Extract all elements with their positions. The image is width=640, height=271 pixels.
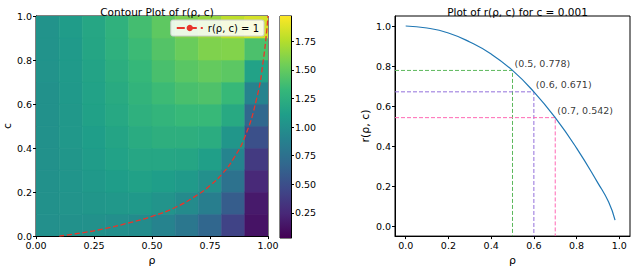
svg-text:0.8: 0.8 [17, 55, 32, 66]
svg-text:(0.6, 0.671): (0.6, 0.671) [536, 79, 592, 90]
svg-text:0.75: 0.75 [295, 150, 316, 161]
svg-text:c: c [1, 123, 14, 129]
svg-text:0.2: 0.2 [17, 187, 32, 198]
svg-text:0.0: 0.0 [376, 221, 391, 232]
svg-text:ρ: ρ [149, 254, 156, 267]
svg-text:0.4: 0.4 [17, 143, 32, 154]
svg-text:1.0: 1.0 [612, 240, 627, 251]
svg-text:r(ρ, c) = 1: r(ρ, c) = 1 [208, 23, 259, 34]
svg-text:1.00: 1.00 [295, 122, 316, 133]
svg-text:0.2: 0.2 [441, 240, 456, 251]
svg-text:1.0: 1.0 [376, 21, 391, 32]
svg-text:1.75: 1.75 [295, 36, 316, 47]
svg-text:1.50: 1.50 [295, 64, 316, 75]
svg-text:0.75: 0.75 [199, 240, 220, 251]
svg-text:0.8: 0.8 [569, 240, 584, 251]
svg-text:Plot of r(ρ, c) for c = 0.001: Plot of r(ρ, c) for c = 0.001 [447, 6, 588, 18]
svg-text:1.00: 1.00 [257, 240, 278, 251]
svg-text:0.2: 0.2 [376, 181, 391, 192]
svg-text:1.0: 1.0 [17, 11, 32, 22]
svg-text:(0.5, 0.778): (0.5, 0.778) [515, 58, 571, 69]
svg-text:0.6: 0.6 [526, 240, 541, 251]
svg-text:1.25: 1.25 [295, 93, 316, 104]
svg-text:0.00: 0.00 [25, 240, 46, 251]
svg-text:0.4: 0.4 [484, 240, 499, 251]
svg-text:0.6: 0.6 [376, 101, 391, 112]
svg-text:ρ: ρ [509, 254, 516, 267]
svg-text:r(ρ, c): r(ρ, c) [359, 109, 372, 142]
svg-text:0.8: 0.8 [376, 61, 391, 72]
svg-text:0.0: 0.0 [16, 230, 32, 242]
svg-text:0.50: 0.50 [295, 179, 316, 190]
svg-text:0.6: 0.6 [17, 99, 32, 110]
svg-text:0.25: 0.25 [295, 207, 316, 218]
svg-text:0.4: 0.4 [376, 141, 391, 152]
svg-text:0.0: 0.0 [398, 240, 413, 251]
svg-text:Contour Plot of r(ρ, c): Contour Plot of r(ρ, c) [100, 6, 213, 18]
svg-text:0.50: 0.50 [141, 240, 162, 251]
svg-text:0.25: 0.25 [83, 240, 104, 251]
svg-text:(0.7, 0.542): (0.7, 0.542) [557, 105, 613, 116]
